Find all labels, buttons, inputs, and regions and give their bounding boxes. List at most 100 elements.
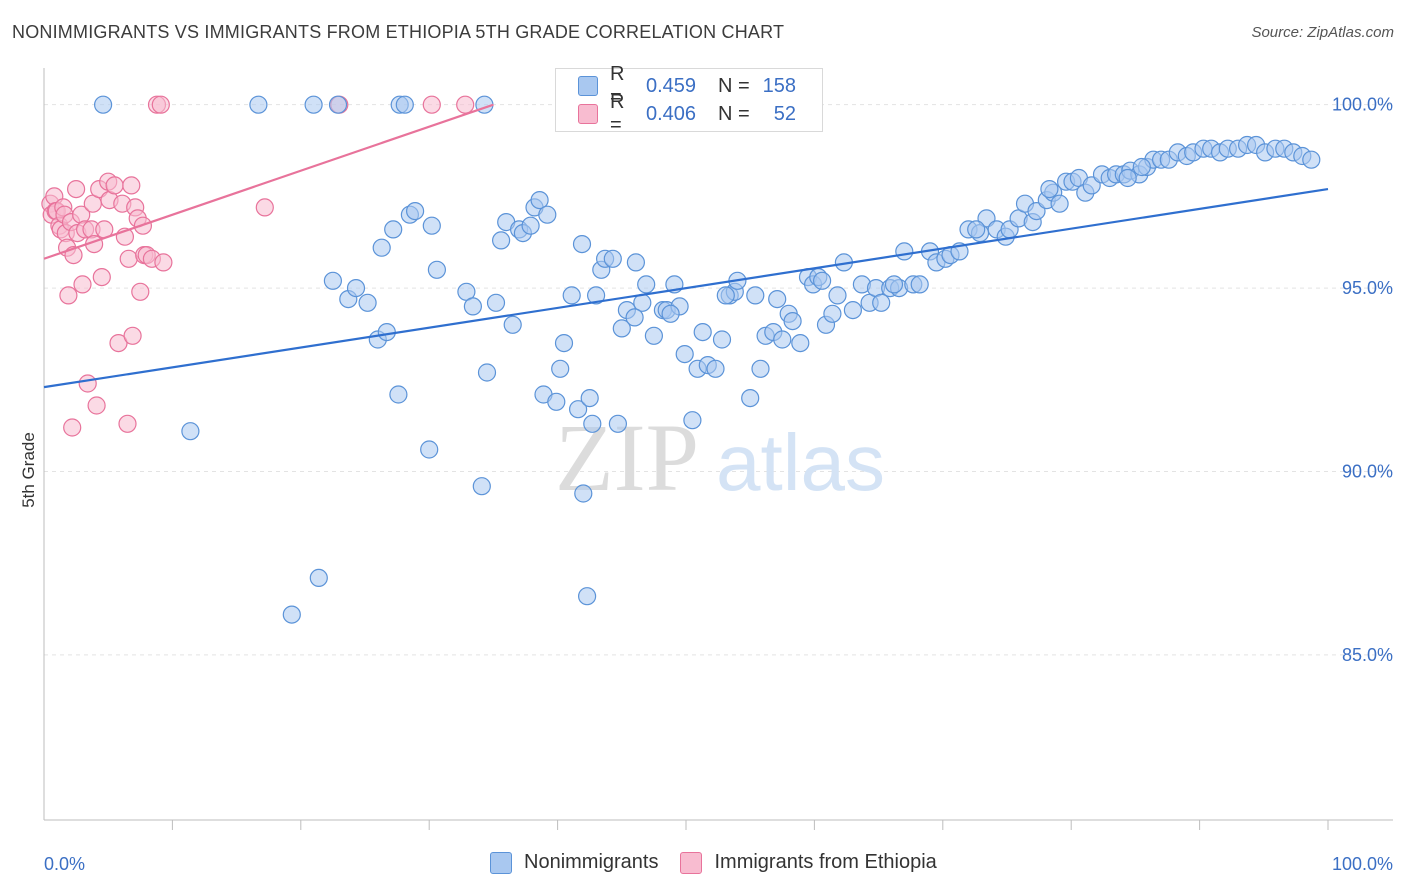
point-immigrants <box>78 374 97 393</box>
point-nonimmigrants <box>1050 194 1069 213</box>
point-nonimmigrants <box>828 286 847 305</box>
legend-r-label: R = <box>610 91 625 136</box>
point-nonimmigrants <box>568 400 588 419</box>
point-nonimmigrants <box>547 392 566 411</box>
point-nonimmigrants <box>884 275 904 294</box>
point-immigrants <box>154 253 173 272</box>
point-nonimmigrants <box>773 330 792 349</box>
trend-lines <box>43 103 1329 389</box>
point-nonimmigrants <box>872 293 891 312</box>
point-nonimmigrants <box>637 275 656 294</box>
point-nonimmigrants <box>812 271 832 290</box>
point-nonimmigrants <box>492 231 511 250</box>
watermark: ZIP atlas <box>555 404 885 511</box>
point-nonimmigrants <box>572 235 592 254</box>
point-immigrants <box>92 268 111 287</box>
legend-item-immigrants: Immigrants from Ethiopia <box>680 851 937 874</box>
point-nonimmigrants <box>608 414 628 433</box>
point-nonimmigrants <box>328 95 348 114</box>
legend-swatch-pink <box>680 851 703 874</box>
point-immigrants <box>59 286 78 305</box>
correlation-legend: R = 0.459 N = 158 R = 0.406 N = 52 <box>555 63 823 136</box>
point-nonimmigrants <box>384 220 403 239</box>
series-nonimmigrants-points <box>93 95 1321 624</box>
point-nonimmigrants <box>895 242 914 261</box>
point-nonimmigrants <box>358 293 377 312</box>
trendline-nonimmigrants <box>43 187 1329 389</box>
legend-r-value: 0.459 <box>646 74 697 97</box>
point-nonimmigrants <box>746 286 765 305</box>
point-nonimmigrants <box>574 484 593 503</box>
point-nonimmigrants <box>712 330 732 349</box>
point-immigrants <box>122 176 141 195</box>
source-label: Source: ZipAtlas.com <box>1251 24 1394 41</box>
point-immigrants <box>255 198 274 217</box>
legend-r-label: R = <box>610 63 625 108</box>
point-nonimmigrants <box>706 359 725 378</box>
point-nonimmigrants <box>422 216 441 235</box>
point-nonimmigrants <box>967 220 986 239</box>
point-nonimmigrants <box>683 411 702 430</box>
point-nonimmigrants <box>768 290 787 309</box>
point-immigrants <box>118 414 137 433</box>
point-nonimmigrants <box>249 95 268 114</box>
point-nonimmigrants <box>1132 157 1151 177</box>
point-immigrants <box>105 176 124 195</box>
legend-n-label: N = <box>718 102 750 125</box>
point-nonimmigrants <box>395 95 414 114</box>
legend-label-immigrants: Immigrants from Ethiopia <box>714 851 937 873</box>
point-nonimmigrants <box>625 308 644 327</box>
point-nonimmigrants <box>427 260 446 279</box>
point-immigrants <box>63 418 82 437</box>
point-immigrants <box>123 326 142 345</box>
point-nonimmigrants <box>406 202 425 221</box>
point-nonimmigrants <box>675 345 694 364</box>
point-nonimmigrants <box>463 297 482 316</box>
point-nonimmigrants <box>538 205 557 224</box>
y-tick-label: 90.0% <box>1342 462 1393 482</box>
point-nonimmigrants <box>323 271 342 290</box>
point-immigrants <box>422 95 441 114</box>
y-tick-label: 85.0% <box>1342 645 1393 665</box>
trendline-immigrants <box>43 103 494 260</box>
point-nonimmigrants <box>420 440 439 459</box>
point-nonimmigrants <box>562 286 581 305</box>
grid-lines <box>44 104 1393 656</box>
point-immigrants <box>456 95 475 114</box>
legend-swatch-pink <box>578 104 598 124</box>
point-nonimmigrants <box>843 301 863 320</box>
point-nonimmigrants <box>346 279 366 298</box>
point-nonimmigrants <box>551 359 570 378</box>
point-nonimmigrants <box>554 334 574 353</box>
watermark-atlas: atlas <box>716 418 885 507</box>
point-nonimmigrants <box>580 389 599 408</box>
x-ticks <box>171 820 1329 830</box>
point-nonimmigrants <box>716 286 735 305</box>
point-nonimmigrants <box>783 312 802 331</box>
point-immigrants <box>119 249 138 268</box>
chart-title: NONIMMIGRANTS VS IMMIGRANTS FROM ETHIOPI… <box>12 22 785 42</box>
y-tick-labels: 85.0% 90.0% 95.0% 100.0% <box>1332 95 1393 665</box>
point-nonimmigrants <box>1118 168 1137 188</box>
point-nonimmigrants <box>583 414 602 433</box>
point-nonimmigrants <box>372 238 391 257</box>
point-nonimmigrants <box>377 323 396 342</box>
point-immigrants <box>151 95 170 114</box>
point-nonimmigrants <box>304 95 323 114</box>
point-nonimmigrants <box>1302 150 1321 169</box>
point-nonimmigrants <box>472 477 491 496</box>
point-nonimmigrants <box>503 315 522 334</box>
series-immigrants-points <box>41 95 475 437</box>
y-tick-label: 100.0% <box>1332 95 1393 115</box>
legend-item-nonimmigrants: Nonimmigrants <box>490 851 658 874</box>
point-nonimmigrants <box>661 304 680 323</box>
x-tick-label-min: 0.0% <box>44 854 85 874</box>
x-tick-label-max: 100.0% <box>1332 854 1393 874</box>
legend-r-value: 0.406 <box>646 102 697 125</box>
point-nonimmigrants <box>389 385 408 404</box>
point-nonimmigrants <box>1040 180 1059 199</box>
legend-label-nonimmigrants: Nonimmigrants <box>524 851 659 873</box>
point-nonimmigrants <box>603 249 622 268</box>
point-nonimmigrants <box>282 605 301 624</box>
